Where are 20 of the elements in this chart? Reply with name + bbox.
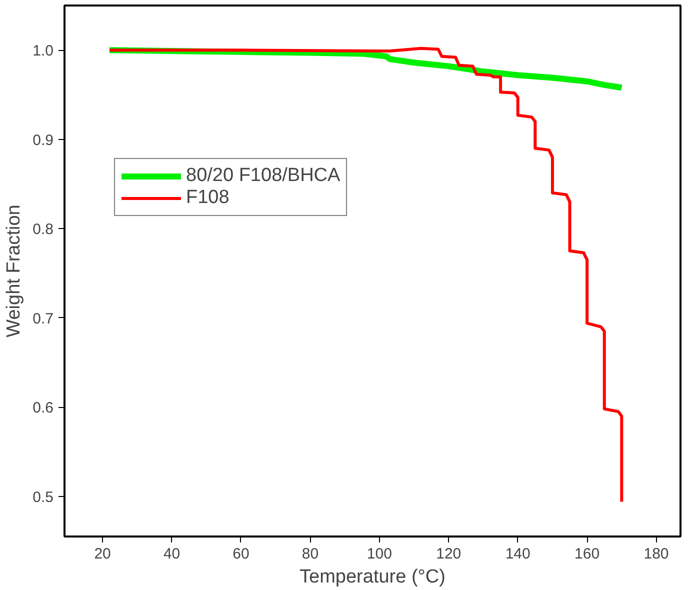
x-tick-label: 20 bbox=[94, 546, 111, 562]
x-tick-label: 160 bbox=[574, 546, 600, 562]
x-axis-title: Temperature (°C) bbox=[300, 566, 446, 588]
y-tick-label: 0.8 bbox=[32, 221, 54, 238]
y-tick-label: 1.0 bbox=[32, 42, 54, 60]
y-tick-label: 0.9 bbox=[32, 132, 54, 149]
x-tick-label: 180 bbox=[644, 546, 669, 562]
legend-label: 80/20 F108/BHCA bbox=[186, 165, 340, 187]
y-tick-label: 0.7 bbox=[32, 310, 54, 328]
line-series bbox=[108, 46, 624, 504]
x-tick-label: 40 bbox=[163, 546, 180, 562]
x-tick-label: 100 bbox=[366, 546, 392, 562]
y-tick-label: 0.6 bbox=[32, 400, 54, 417]
x-tick-label: 60 bbox=[232, 546, 250, 562]
y-tick-label: 0.5 bbox=[32, 488, 54, 506]
legend-label: F108 bbox=[186, 187, 230, 209]
x-tick-label: 140 bbox=[505, 546, 530, 562]
x-tick-label: 120 bbox=[436, 546, 462, 562]
y-axis-title: Weight Fraction bbox=[4, 204, 25, 338]
x-tick-label: 80 bbox=[302, 546, 319, 562]
